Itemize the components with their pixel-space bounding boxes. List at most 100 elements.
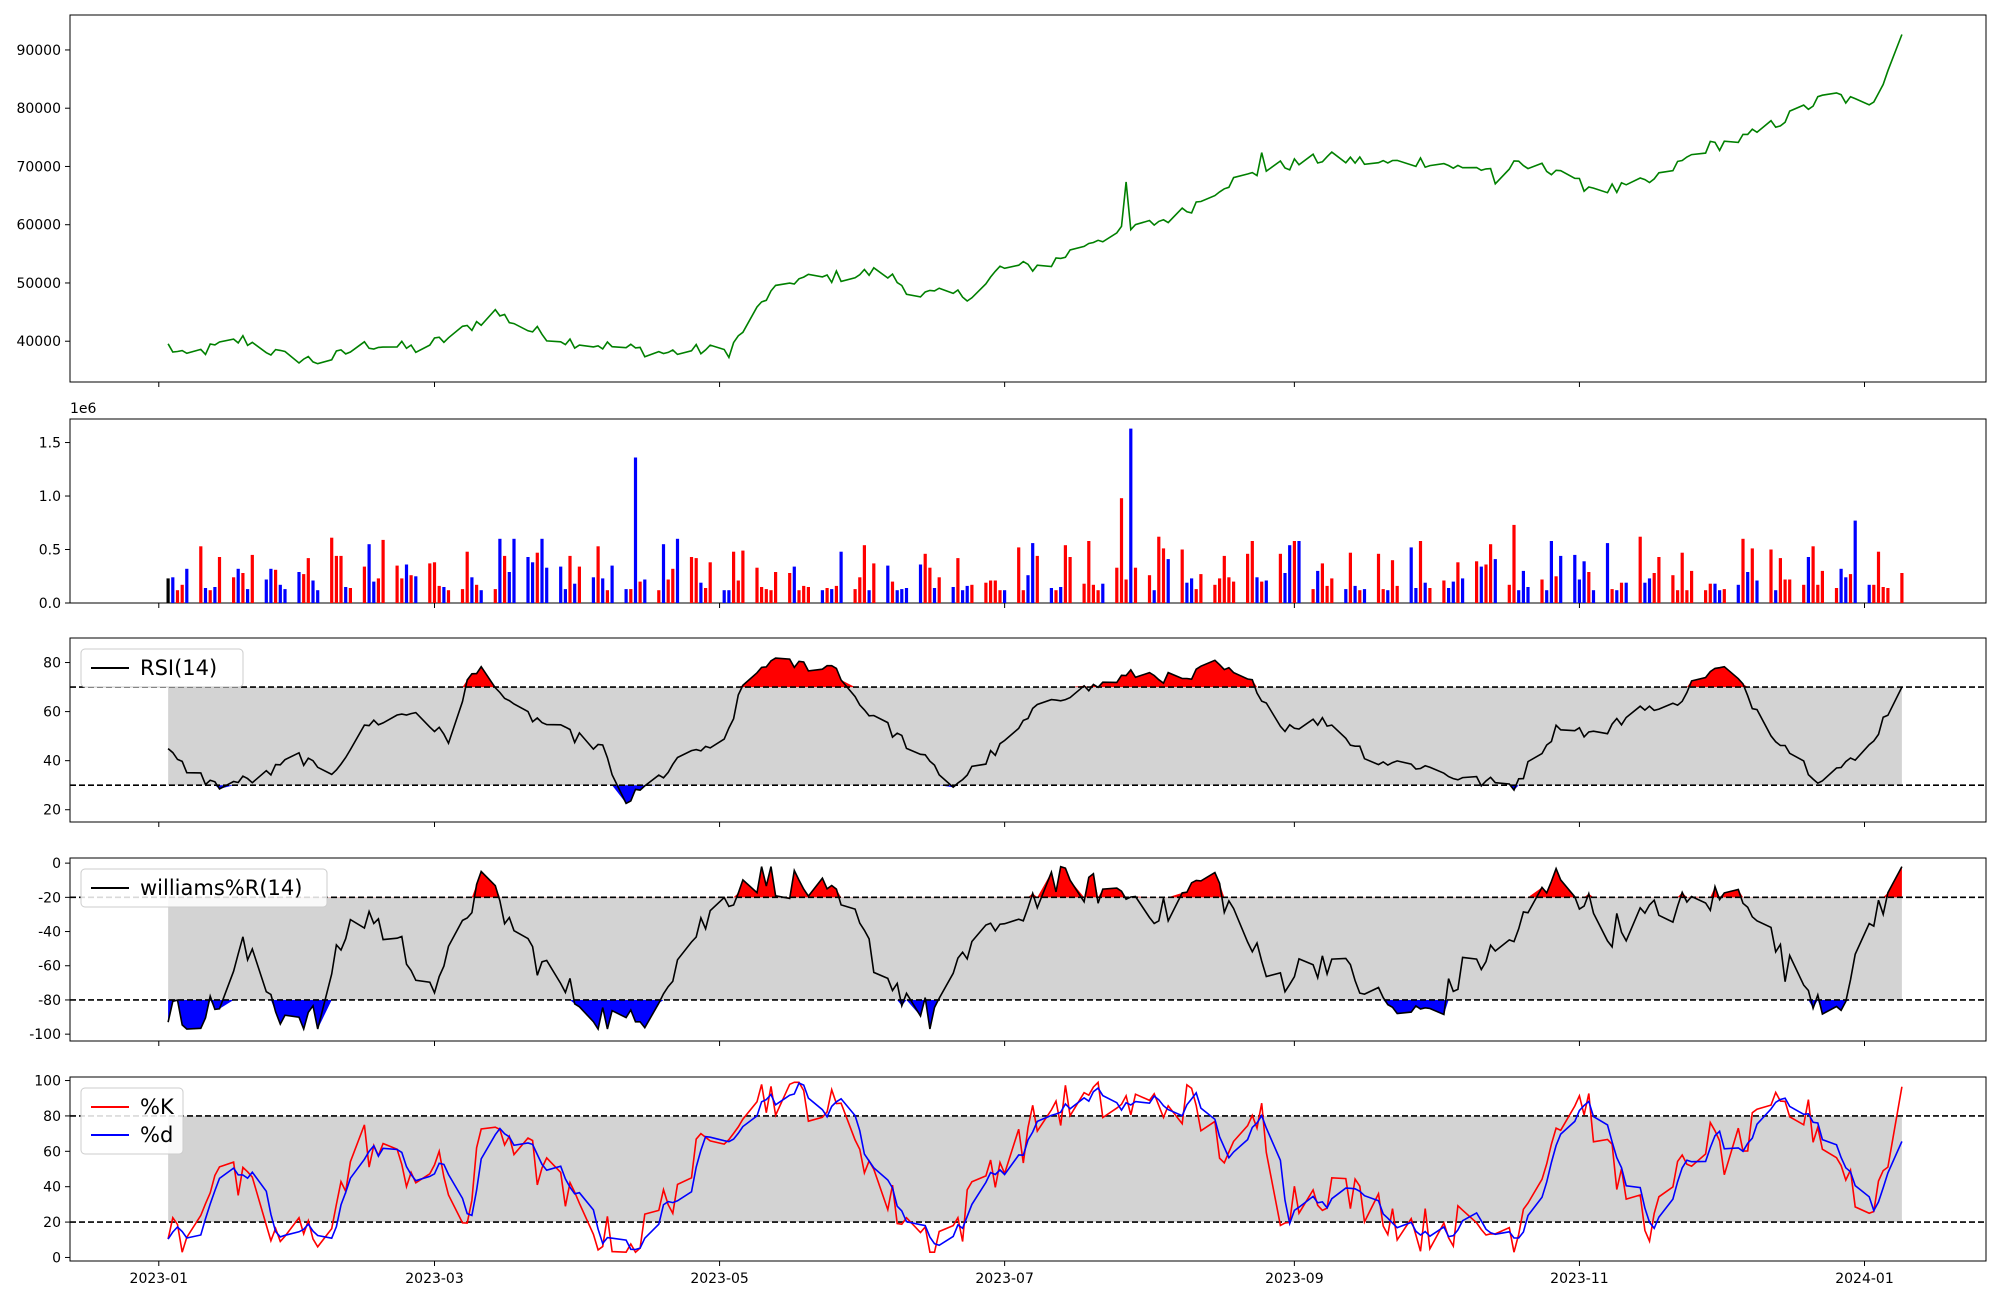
volume-bar [568,555,572,603]
volume-bar [1517,590,1521,603]
volume-ytick-label: 0.5 [39,543,61,559]
volume-bar [404,564,409,603]
volume-bar [1348,552,1352,603]
volume-bar [1615,590,1619,603]
williams-panel: 0 -20 -40 -60 -80 -100 williams%R(14) [29,856,1987,1046]
volume-bar [806,587,810,603]
stochastic-legend: %K %d [80,1087,184,1155]
rsi-overbought-fill [168,658,1902,688]
volume-bar [475,584,479,603]
volume-bar [1451,581,1455,603]
volume-bar [1844,577,1848,603]
volume-bar [1068,557,1072,603]
volume-bar [330,537,334,603]
x-tick-label: 2023-03 [405,1271,464,1287]
volume-bar [797,590,801,603]
volume-bar [1386,590,1390,603]
volume-bar [437,585,441,603]
volume-bar [900,589,904,603]
volume-bar [1834,588,1839,603]
volume-bar [1161,548,1166,603]
volume-bar [185,568,189,603]
price-ytick-label: 80000 [16,101,61,117]
volume-bar [250,554,254,603]
volume-bar [1087,541,1091,603]
volume-bar [1900,573,1904,603]
williams-legend: williams%R(14) [80,868,328,908]
volume-bar [965,585,969,603]
volume-bar [1774,590,1778,603]
volume-bar [998,590,1002,603]
volume-bar [1330,578,1334,603]
volume-bar [605,590,609,603]
volume-bar [1783,579,1787,603]
volume-bar [1778,558,1782,603]
volume-bar [1133,567,1138,603]
volume-bar [820,590,824,603]
volume-bar [1746,572,1750,603]
volume-bar [1358,590,1362,603]
volume-bar [400,578,404,603]
volume-bar [1180,549,1184,603]
williams-ytick-label: -60 [38,959,61,975]
volume-bar [166,578,170,603]
volume-bar [479,590,483,603]
volume-bar [853,589,857,603]
williams-williams-r-14-line [167,865,1903,1032]
volume-bar [1610,589,1614,603]
williams-band [168,897,1902,1000]
x-tick-label: 2023-11 [1550,1271,1609,1287]
volume-bar [171,577,175,603]
volume-bar [610,565,614,603]
volume-bar [689,557,694,603]
price-panel: 40000 50000 60000 70000 80000 90000 [16,14,1987,387]
stochastic-legend-label: %d [140,1123,173,1147]
volume-bar [708,562,712,603]
volume-bar [493,589,497,603]
rsi-ytick-label: 20 [43,803,61,819]
volume-bar [1447,588,1451,603]
stochastic-legend-box [80,1087,184,1155]
volume-ytick-label: 0.0 [39,596,61,612]
volume-bar [559,566,563,603]
volume-bar [1222,555,1226,603]
volume-bar [1867,584,1871,603]
volume-bar [1718,590,1722,603]
volume-bar [1708,583,1712,603]
volume-bar [428,563,432,603]
volume-bar [1353,585,1357,603]
volume-bar [788,573,792,603]
volume-bar [872,563,876,603]
volume-bar [629,589,633,603]
stochastic-ytick-label: 0 [52,1250,61,1266]
volume-bar [1283,573,1287,603]
volume-bar [666,579,670,603]
volume-bar [573,583,577,603]
volume-bar [208,590,212,603]
volume-bar [1320,563,1324,603]
volume-bar [1381,589,1385,603]
volume-bar [1713,583,1717,603]
williams-ytick-label: -40 [38,925,61,941]
volume-bar [661,544,666,603]
volume-bar [1157,536,1161,603]
volume-bar [1461,578,1465,603]
volume-bar [657,590,661,603]
volume-bar [1750,548,1754,603]
volume-bar [283,589,287,603]
volume-bar [1255,577,1259,603]
volume-bar [704,588,708,603]
volume-bar [1297,541,1301,603]
volume-bar [722,590,726,603]
stochastic-ytick-label: 80 [43,1109,61,1125]
volume-bar [830,589,834,603]
volume-bar [825,588,829,603]
x-tick-label: 2023-05 [690,1271,749,1287]
volume-bar [540,538,544,603]
volume-bar [1545,590,1549,603]
volume-bar [989,580,993,603]
volume-bar [736,580,740,603]
volume-bar [217,557,222,603]
volume-bar [531,562,535,603]
